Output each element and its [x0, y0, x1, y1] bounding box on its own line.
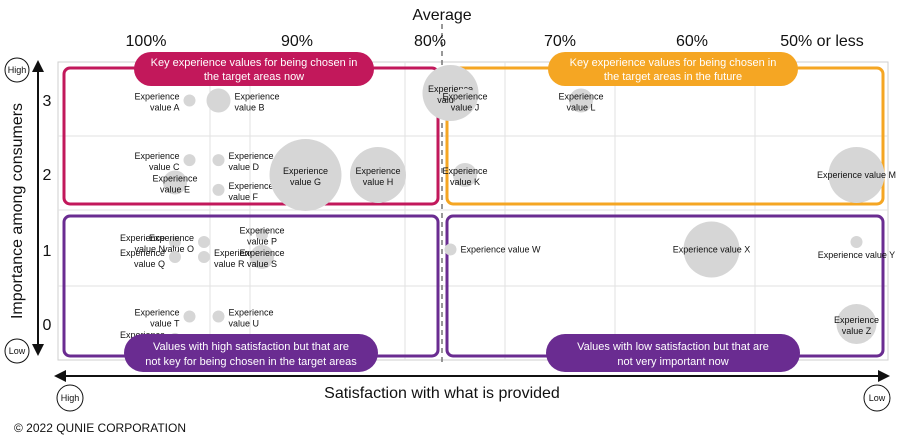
- data-point: [183, 154, 196, 167]
- x-end-low-label: Low: [869, 393, 886, 403]
- data-point-label: Experience value T: [134, 308, 180, 329]
- x-tick-label: 80%: [414, 33, 446, 50]
- data-point-label: Experience value Y: [818, 250, 895, 260]
- data-point: [453, 163, 477, 187]
- callout-high-sat-line2: not key for being chosen in the target a…: [145, 356, 357, 368]
- y-arrow-head-top: [32, 60, 44, 72]
- average-label: Average: [412, 7, 471, 24]
- data-point-label: Experience value D: [229, 151, 274, 172]
- plot-area: [57, 61, 889, 361]
- callout-high-satisfaction: Values with high satisfaction but that a…: [124, 334, 378, 372]
- data-point-label: Experience value B: [235, 92, 280, 113]
- data-point-label: Experience value I: [428, 84, 473, 105]
- data-point: [212, 310, 225, 323]
- y-end-high: High: [4, 57, 30, 83]
- y-end-low-label: Low: [9, 346, 26, 356]
- data-point: [169, 250, 181, 263]
- data-point: [569, 88, 593, 113]
- data-point: [163, 170, 187, 195]
- x-axis-title: Satisfaction with what is provided: [324, 385, 560, 402]
- data-point-label: Experience value E: [152, 173, 197, 194]
- callout-now-line2: the target areas now: [204, 71, 304, 83]
- x-tick-label: 100%: [126, 33, 167, 50]
- callout-low-sat-line1: Values with low satisfaction but that ar…: [577, 341, 769, 353]
- data-point-label: Experience value G: [283, 166, 328, 187]
- y-arrow-head-bottom: [32, 344, 44, 356]
- grid: [58, 62, 888, 360]
- data-point-label: Experience value P: [239, 226, 284, 247]
- callout-future: Key experience values for being chosen i…: [548, 52, 798, 86]
- y-ticks: 0 1 2 3: [43, 93, 52, 334]
- data-point-label: Experience value H: [355, 166, 400, 187]
- data-point-label: Experience value K: [442, 166, 487, 187]
- data-point: [212, 154, 225, 167]
- y-tick-label: 0: [43, 317, 52, 334]
- data-point-label: Experience value O: [149, 233, 194, 254]
- y-tick-label: 3: [43, 93, 52, 110]
- callout-future-line1: Key experience values for being chosen i…: [570, 57, 777, 69]
- data-point-label: Experience value C: [134, 151, 180, 172]
- data-point: [828, 147, 885, 203]
- data-point-label: Experience value J: [442, 92, 487, 113]
- x-end-low: Low: [863, 384, 891, 412]
- y-end-high-label: High: [8, 65, 27, 75]
- data-point: [453, 88, 477, 113]
- data-point: [683, 221, 740, 278]
- y-tick-label: 2: [43, 167, 52, 184]
- x-arrow-head-left: [54, 370, 66, 382]
- data-point-label: Experience value L: [558, 92, 603, 113]
- data-point: [183, 310, 196, 323]
- data-point-label: Experience value U: [229, 308, 274, 329]
- data-point: [850, 236, 863, 249]
- data-point: [212, 183, 225, 196]
- y-tick-label: 1: [43, 243, 52, 260]
- data-point: [198, 236, 210, 249]
- data-point: [350, 147, 406, 203]
- callout-high-sat-line1: Values with high satisfaction but that a…: [153, 341, 349, 353]
- y-axis-title: Importance among consumers: [9, 103, 26, 319]
- data-point-label: Experience value Q: [120, 248, 165, 269]
- data-point-label: Experience value R: [214, 248, 259, 269]
- data-point-label: Experience value W: [461, 245, 542, 255]
- data-point-label: Experience value N: [120, 233, 165, 254]
- data-point-label: Experience value A: [134, 92, 179, 113]
- data-point: [183, 94, 196, 107]
- y-end-low: Low: [4, 338, 30, 364]
- data-point: [198, 250, 210, 263]
- data-point-label: Experience value Z: [834, 315, 879, 336]
- data-point: [250, 244, 274, 269]
- callout-now-line1: Key experience values for being chosen i…: [151, 57, 358, 69]
- data-point: [169, 236, 181, 249]
- callout-future-line2: the target areas in the future: [604, 71, 742, 83]
- x-tick-label: 70%: [544, 33, 576, 50]
- data-point-label: Experience value F: [229, 181, 274, 202]
- data-point: [444, 243, 457, 256]
- x-arrow-head-right: [878, 370, 890, 382]
- data-point-label: Experience value S: [239, 248, 284, 269]
- data-point: [836, 304, 877, 344]
- data-point-label: Experience value X: [673, 245, 751, 255]
- data-point: [269, 139, 342, 211]
- data-point: [206, 88, 231, 113]
- x-ticks: 100% 90% 80% 70% 60% 50% or less: [126, 33, 864, 50]
- x-end-high-label: High: [61, 393, 80, 403]
- copyright: © 2022 QUNIE CORPORATION: [14, 421, 186, 435]
- x-end-high: High: [56, 384, 84, 412]
- data-point: [256, 228, 268, 241]
- callout-now: Key experience values for being chosen i…: [134, 52, 374, 86]
- x-tick-label: 50% or less: [780, 33, 864, 50]
- callout-low-satisfaction: Values with low satisfaction but that ar…: [546, 334, 800, 372]
- callout-low-sat-line2: not very important now: [617, 356, 728, 368]
- data-point-label: Experience value M: [817, 170, 896, 180]
- x-tick-label: 90%: [281, 33, 313, 50]
- x-tick-label: 60%: [676, 33, 708, 50]
